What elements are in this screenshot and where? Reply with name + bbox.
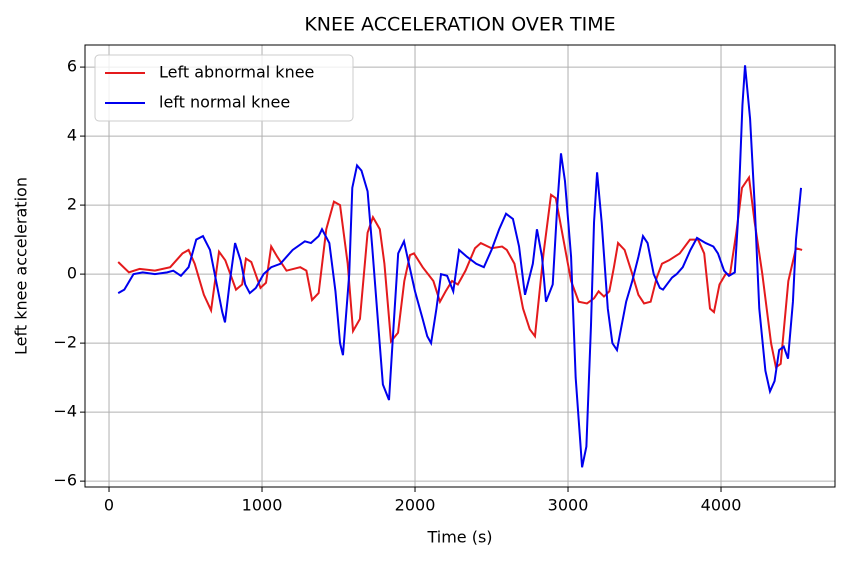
y-tick-label: 6 [67, 57, 77, 76]
legend-label: left normal knee [159, 93, 290, 112]
plot-frame [84, 44, 836, 488]
x-tick-label: 1000 [242, 496, 283, 515]
series-line [117, 174, 803, 369]
legend-label: Left abnormal knee [159, 63, 314, 82]
y-tick-label: −6 [53, 471, 77, 490]
series-line [117, 65, 803, 468]
x-tick-label: 3000 [548, 496, 589, 515]
x-tick-label: 0 [104, 496, 114, 515]
y-tick-label: −2 [53, 333, 77, 352]
x-axis-label: Time (s) [426, 528, 492, 547]
x-tick-label: 2000 [395, 496, 436, 515]
y-tick-label: 2 [67, 195, 77, 214]
chart-title: KNEE ACCELERATION OVER TIME [304, 14, 615, 36]
x-tick-label: 4000 [701, 496, 742, 515]
y-tick-label: 4 [67, 126, 77, 145]
legend-box [94, 54, 354, 122]
y-axis-label: Left knee acceleration [12, 177, 31, 355]
y-tick-label: −4 [53, 402, 77, 421]
y-tick-label: 0 [67, 264, 77, 283]
